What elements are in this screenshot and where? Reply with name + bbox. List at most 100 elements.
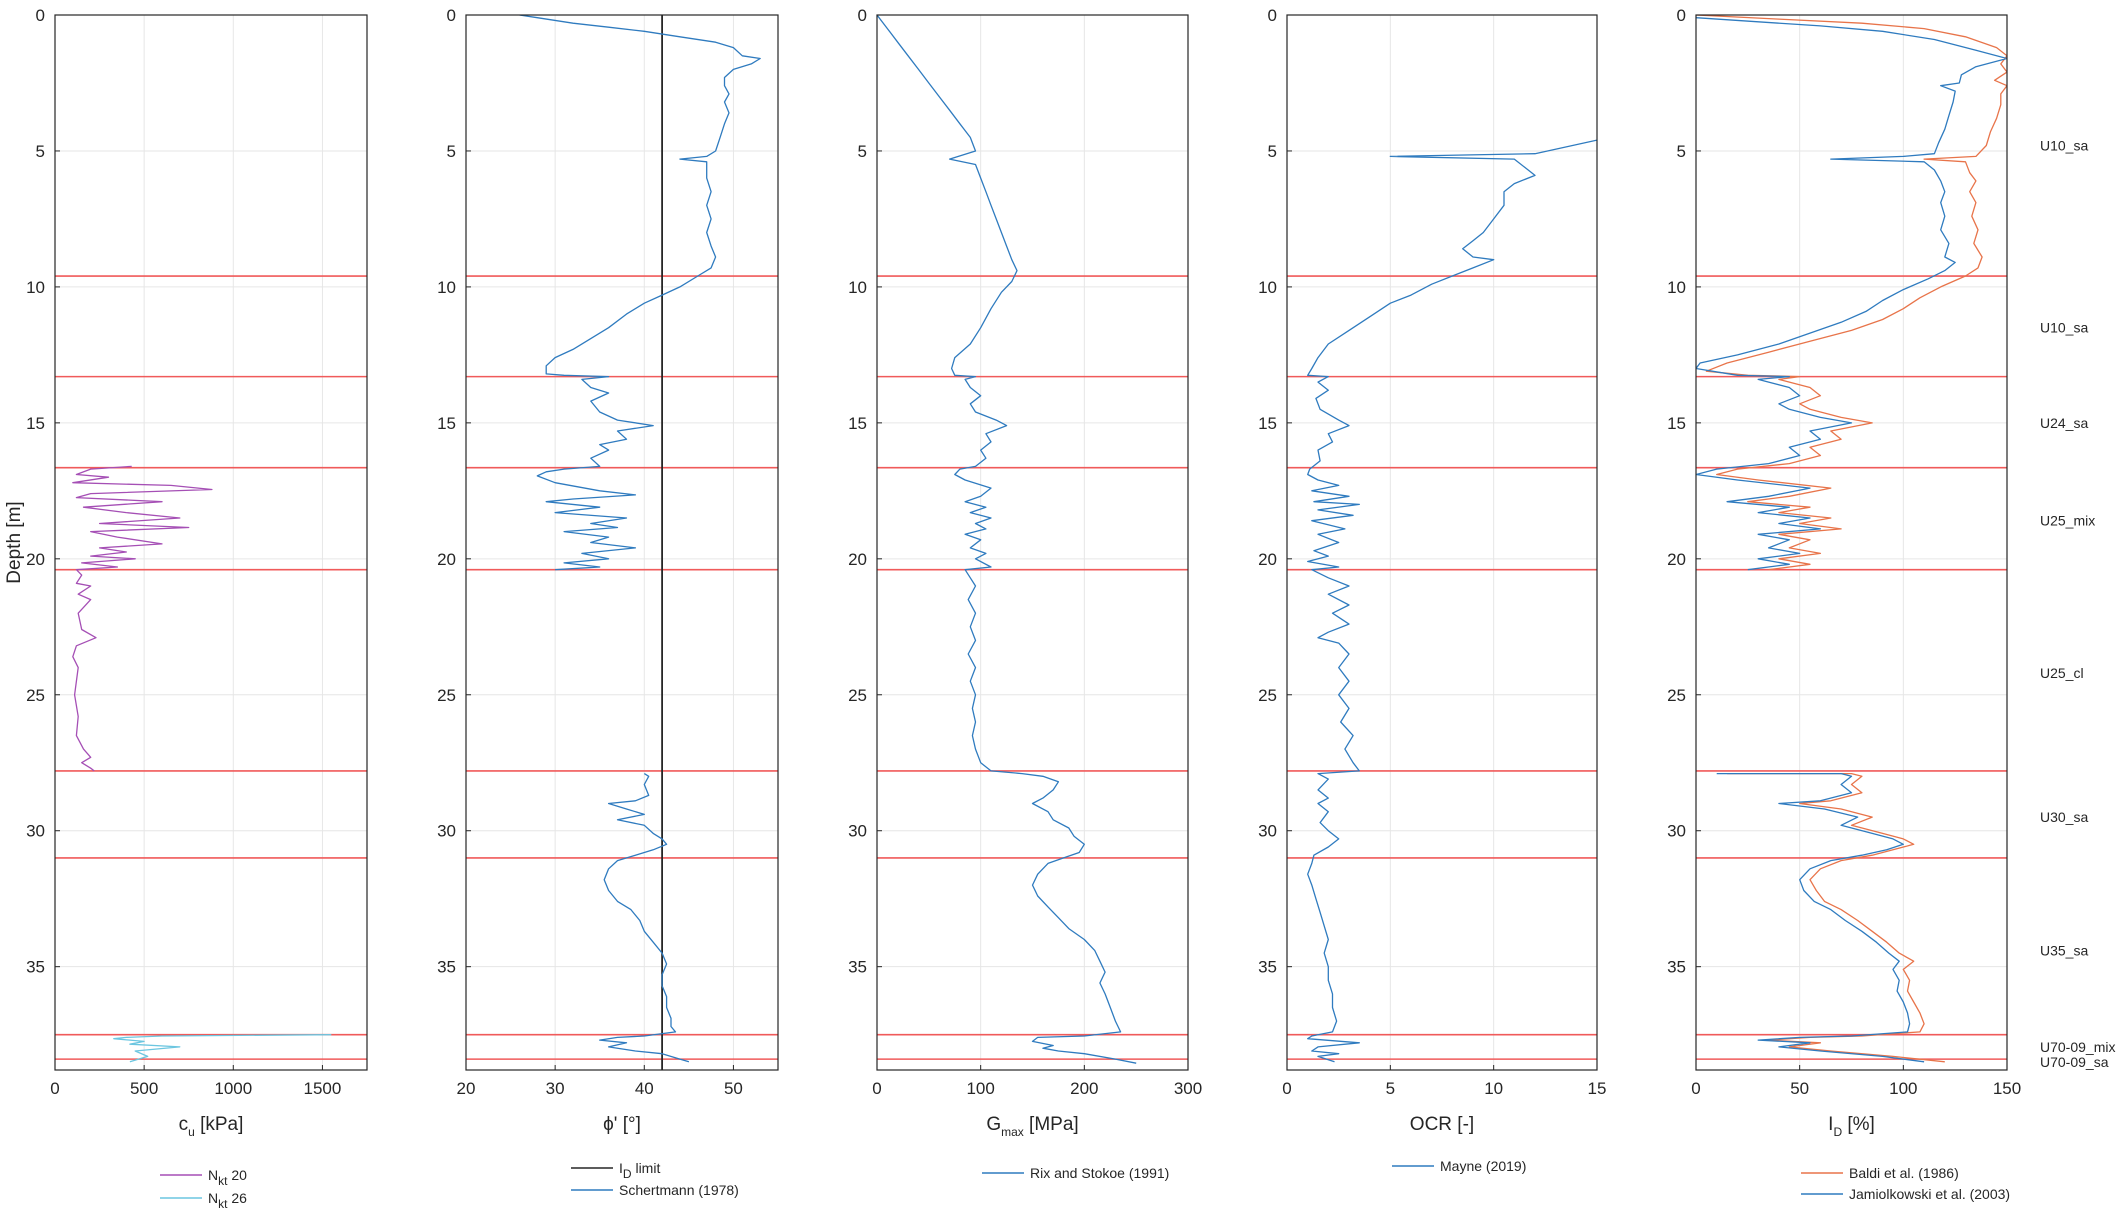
x-tick-label: 5	[1386, 1079, 1395, 1098]
layer-label: U70-09_mix	[2040, 1039, 2115, 1055]
axes-frame	[465, 14, 779, 1071]
y-tick-label: 0	[858, 6, 867, 25]
series-line-4	[1716, 772, 1925, 1063]
y-tick-label: 25	[437, 686, 456, 705]
x-tick-label: 100	[966, 1079, 994, 1098]
y-tick-label: 20	[848, 550, 867, 569]
x-tick-label: 0	[1282, 1079, 1291, 1098]
y-tick-label: 30	[26, 822, 45, 841]
y-tick-label: 10	[1667, 278, 1686, 297]
y-tick-label: 15	[26, 414, 45, 433]
panel-5: 0 50 100 150 0 5 10 15 20 25 30 35 ID [%] Baldi et al…	[1667, 6, 2021, 1202]
legend-label: Rix and Stokoe (1991)	[1030, 1165, 1169, 1181]
series-line-1	[72, 465, 213, 772]
y-tick-label: 25	[1667, 686, 1686, 705]
y-tick-label: 20	[437, 550, 456, 569]
series-line-3	[1696, 17, 2007, 571]
layer-label: U24_sa	[2040, 415, 2088, 431]
layer-label: U35_sa	[2040, 942, 2088, 958]
layer-boundaries	[55, 275, 367, 1060]
x-tick-label: 0	[50, 1079, 59, 1098]
grid	[466, 15, 778, 1070]
y-tick-label: 25	[848, 686, 867, 705]
y-tick-label: 30	[1258, 822, 1277, 841]
layer-boundaries	[1287, 275, 1597, 1060]
x-tick-label: 500	[130, 1079, 158, 1098]
panel-2: 20 30 40 50 0 5 10 15 20 25 30 35 ϕ' [°] ID limitSche…	[437, 6, 779, 1198]
layer-labels: U10_sa U10_sa U24_sa U25_mix U25_cl U30_sa U35…	[2040, 138, 2115, 1070]
y-tick-label: 15	[1667, 414, 1686, 433]
y-tick-label: 5	[36, 142, 45, 161]
x-axis-label: cu [kPa]	[179, 1114, 244, 1139]
panel-1: 0 500 1000 1500 0 5 10 15 20 25 30 35 cu [kPa] Depth …	[4, 6, 368, 1208]
x-axis-label: Gmax [MPa]	[986, 1114, 1078, 1139]
x-tick-label: 1000	[214, 1079, 252, 1098]
y-tick-label: 30	[1667, 822, 1686, 841]
legend: Nkt 20 Nkt 26	[160, 1167, 247, 1208]
axes-frame	[876, 14, 1189, 1071]
y-tick-label: 25	[1258, 686, 1277, 705]
x-tick-label: 100	[1889, 1079, 1917, 1098]
y-tick-label: 5	[447, 142, 456, 161]
series-line-2	[1727, 772, 1945, 1063]
y-tick-label: 0	[1268, 6, 1277, 25]
layer-label: U25_mix	[2040, 513, 2095, 529]
y-tick-label: 35	[1667, 958, 1686, 977]
x-tick-label: 15	[1588, 1079, 1607, 1098]
y-tick-label: 20	[1258, 550, 1277, 569]
legend-label: Jamiolkowski et al. (2003)	[1849, 1186, 2010, 1202]
panel-4: 0 5 10 15 0 5 10 15 20 25 30 35 OCR [-] Mayne (2019)	[1258, 6, 1606, 1174]
grid	[1696, 15, 2007, 1070]
legend: Baldi et al. (1986) Jamiolkowski et al. (…	[1801, 1165, 2010, 1202]
axes-frame	[1286, 14, 1598, 1071]
axes-frame	[1695, 14, 2008, 1071]
y-tick-label: 15	[1258, 414, 1277, 433]
x-tick-label: 1500	[304, 1079, 342, 1098]
y-axis-label: Depth [m]	[4, 501, 25, 583]
y-tick-label: 30	[437, 822, 456, 841]
y-tick-label: 10	[848, 278, 867, 297]
legend-label: Schertmann (1978)	[619, 1182, 739, 1198]
y-tick-label: 20	[26, 550, 45, 569]
grid	[55, 15, 367, 1070]
legend: Rix and Stokoe (1991)	[982, 1165, 1169, 1181]
y-tick-label: 5	[858, 142, 867, 161]
legend-label: Nkt 20	[208, 1167, 247, 1188]
x-tick-label: 0	[872, 1079, 881, 1098]
y-tick-label: 0	[447, 6, 456, 25]
y-tick-label: 15	[437, 414, 456, 433]
series-group	[1307, 139, 1597, 1063]
x-axis-label: ID [%]	[1828, 1114, 1875, 1139]
x-axis-label: OCR [-]	[1410, 1114, 1474, 1135]
layer-boundaries	[1696, 275, 2007, 1060]
layer-label: U70-09_sa	[2040, 1054, 2109, 1070]
x-tick-label: 20	[457, 1079, 476, 1098]
series-group	[519, 15, 761, 1070]
panel-3: 0 100 200 300 0 5 10 15 20 25 30 35 Gmax [MPa] Rix an…	[848, 6, 1202, 1181]
layer-label: U30_sa	[2040, 809, 2088, 825]
x-tick-label: 10	[1484, 1079, 1503, 1098]
x-tick-label: 0	[1691, 1079, 1700, 1098]
layer-boundaries	[466, 275, 778, 1060]
x-tick-label: 50	[1790, 1079, 1809, 1098]
y-tick-label: 0	[36, 6, 45, 25]
series-line-3	[599, 773, 690, 1063]
y-tick-label: 35	[848, 958, 867, 977]
y-tick-label: 5	[1268, 142, 1277, 161]
series-line-1	[1307, 139, 1597, 1063]
legend: Mayne (2019)	[1392, 1158, 1526, 1174]
y-tick-label: 35	[1258, 958, 1277, 977]
x-tick-label: 150	[1993, 1079, 2021, 1098]
y-tick-label: 25	[26, 686, 45, 705]
series-line-1	[1696, 15, 2007, 571]
y-tick-label: 5	[1677, 142, 1686, 161]
legend-label: ID limit	[619, 1160, 660, 1181]
layer-boundaries	[877, 275, 1188, 1060]
x-tick-label: 300	[1174, 1079, 1202, 1098]
axes-frame	[54, 14, 368, 1071]
x-tick-label: 40	[635, 1079, 654, 1098]
series-group	[1696, 15, 2007, 1063]
legend-label: Baldi et al. (1986)	[1849, 1165, 1959, 1181]
